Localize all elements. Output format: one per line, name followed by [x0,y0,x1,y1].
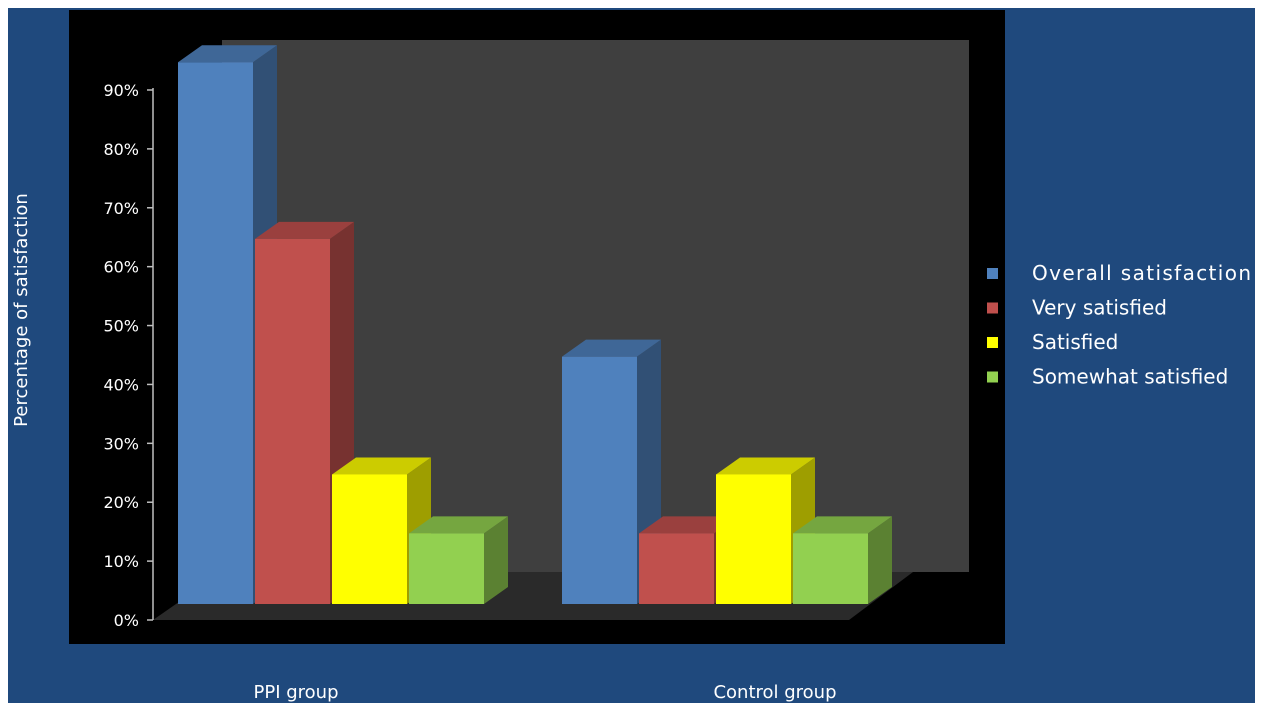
legend-swatch [987,303,998,314]
bar-front [409,533,484,604]
bar [793,516,892,604]
bar [409,516,508,604]
y-tick-label: 70% [103,199,139,218]
legend-swatch [987,337,998,348]
legend-label: Satisfied [1032,330,1118,354]
bar-front [178,62,253,604]
x-tick-label: PPI group [253,682,338,703]
y-tick-label: 60% [103,258,139,277]
x-tick-label: Control group [713,682,836,703]
y-tick-label: 0% [114,611,139,630]
y-tick-label: 40% [103,375,139,394]
y-tick-label: 20% [103,493,139,512]
y-tick-label: 90% [103,81,139,100]
y-tick-label: 30% [103,434,139,453]
bar-front [639,533,714,604]
y-tick-label: 50% [103,317,139,336]
legend-swatch [987,268,998,279]
legend-label: Somewhat satisfied [1032,365,1228,389]
legend-label: Overall satisfaction [1032,261,1251,285]
bar-front [332,474,407,604]
y-axis-title: Percentage of satisfaction [11,193,32,427]
legend-label: Very satisfied [1032,296,1167,320]
bar-front [716,474,791,604]
bar-front [562,357,637,604]
bar-front [255,239,330,604]
y-tick-label: 80% [103,140,139,159]
legend-swatch [987,372,998,383]
y-tick-label: 10% [103,552,139,571]
bar-front [793,533,868,604]
